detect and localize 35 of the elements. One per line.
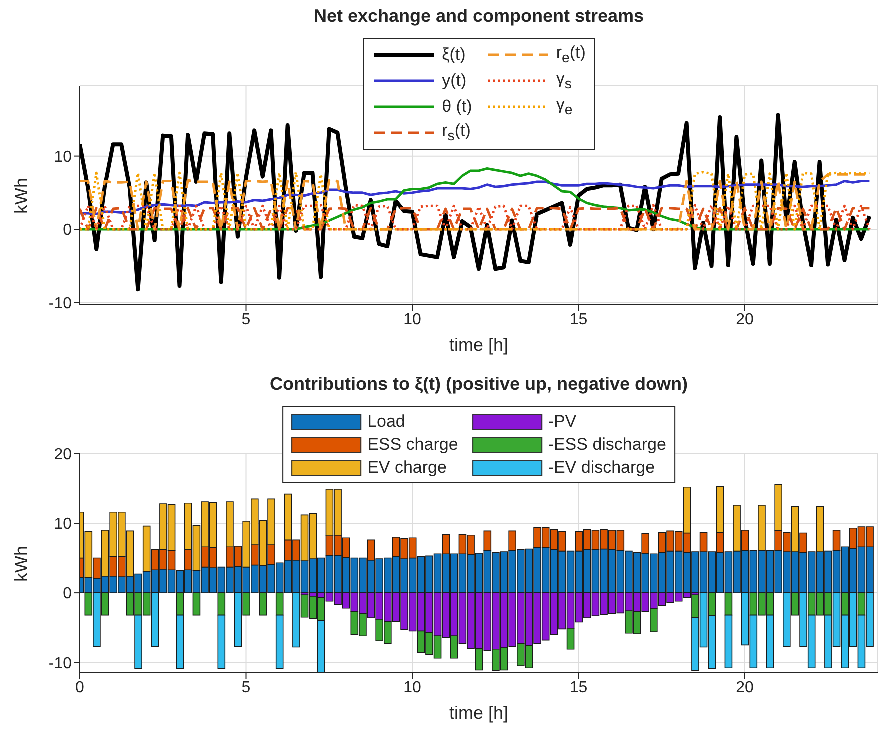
x-tick-label: 20 bbox=[736, 311, 754, 328]
legend-label: r$_{e}$(t) bbox=[556, 43, 586, 67]
x-axis-title: time [h] bbox=[448, 335, 510, 356]
x-tick-label: 15 bbox=[570, 679, 588, 696]
legend-label: ESS charge bbox=[368, 434, 458, 454]
legend-label: EV charge bbox=[368, 458, 447, 478]
x-tick-label: 5 bbox=[242, 311, 251, 328]
x-tick-label: 5 bbox=[242, 679, 251, 696]
y-tick-label: 10 bbox=[54, 516, 72, 534]
y-tick-label: 0 bbox=[63, 222, 72, 240]
legend-label: r$_{s}$(t) bbox=[442, 121, 471, 145]
y-tick-label: -10 bbox=[48, 295, 72, 312]
legend-label: y(t) bbox=[442, 71, 467, 91]
x-tick-label: 0 bbox=[76, 679, 85, 696]
legend-label: -PV bbox=[548, 412, 577, 432]
legend-label: ξ(t) bbox=[442, 45, 466, 65]
x-tick-label: 10 bbox=[404, 679, 422, 696]
legend-label: -ESS discharge bbox=[548, 434, 666, 454]
legend-label: θ (t) bbox=[442, 97, 472, 117]
x-tick-label: 10 bbox=[404, 311, 422, 328]
y-axis-title: kWh bbox=[12, 546, 32, 582]
y-tick-label: 0 bbox=[63, 586, 72, 603]
y-axis-title: kWh bbox=[12, 178, 32, 214]
x-axis-title: time [h] bbox=[448, 703, 510, 724]
x-tick-label: 15 bbox=[570, 311, 588, 328]
x-tick-label: 20 bbox=[736, 679, 754, 696]
y-tick-label: 20 bbox=[54, 446, 72, 464]
y-tick-label: 10 bbox=[54, 148, 72, 166]
legend-label: γ$_{e}$ bbox=[556, 95, 573, 119]
legend-label: γ$_{s}$ bbox=[556, 69, 572, 93]
chart-title: Contributions to ξ(t) (positive up, negative down) bbox=[269, 374, 689, 395]
y-tick-label: -10 bbox=[48, 655, 72, 672]
legend-label: -EV discharge bbox=[548, 458, 656, 478]
legend-label: Load bbox=[368, 412, 406, 432]
chart-title: Net exchange and component streams bbox=[312, 6, 646, 27]
